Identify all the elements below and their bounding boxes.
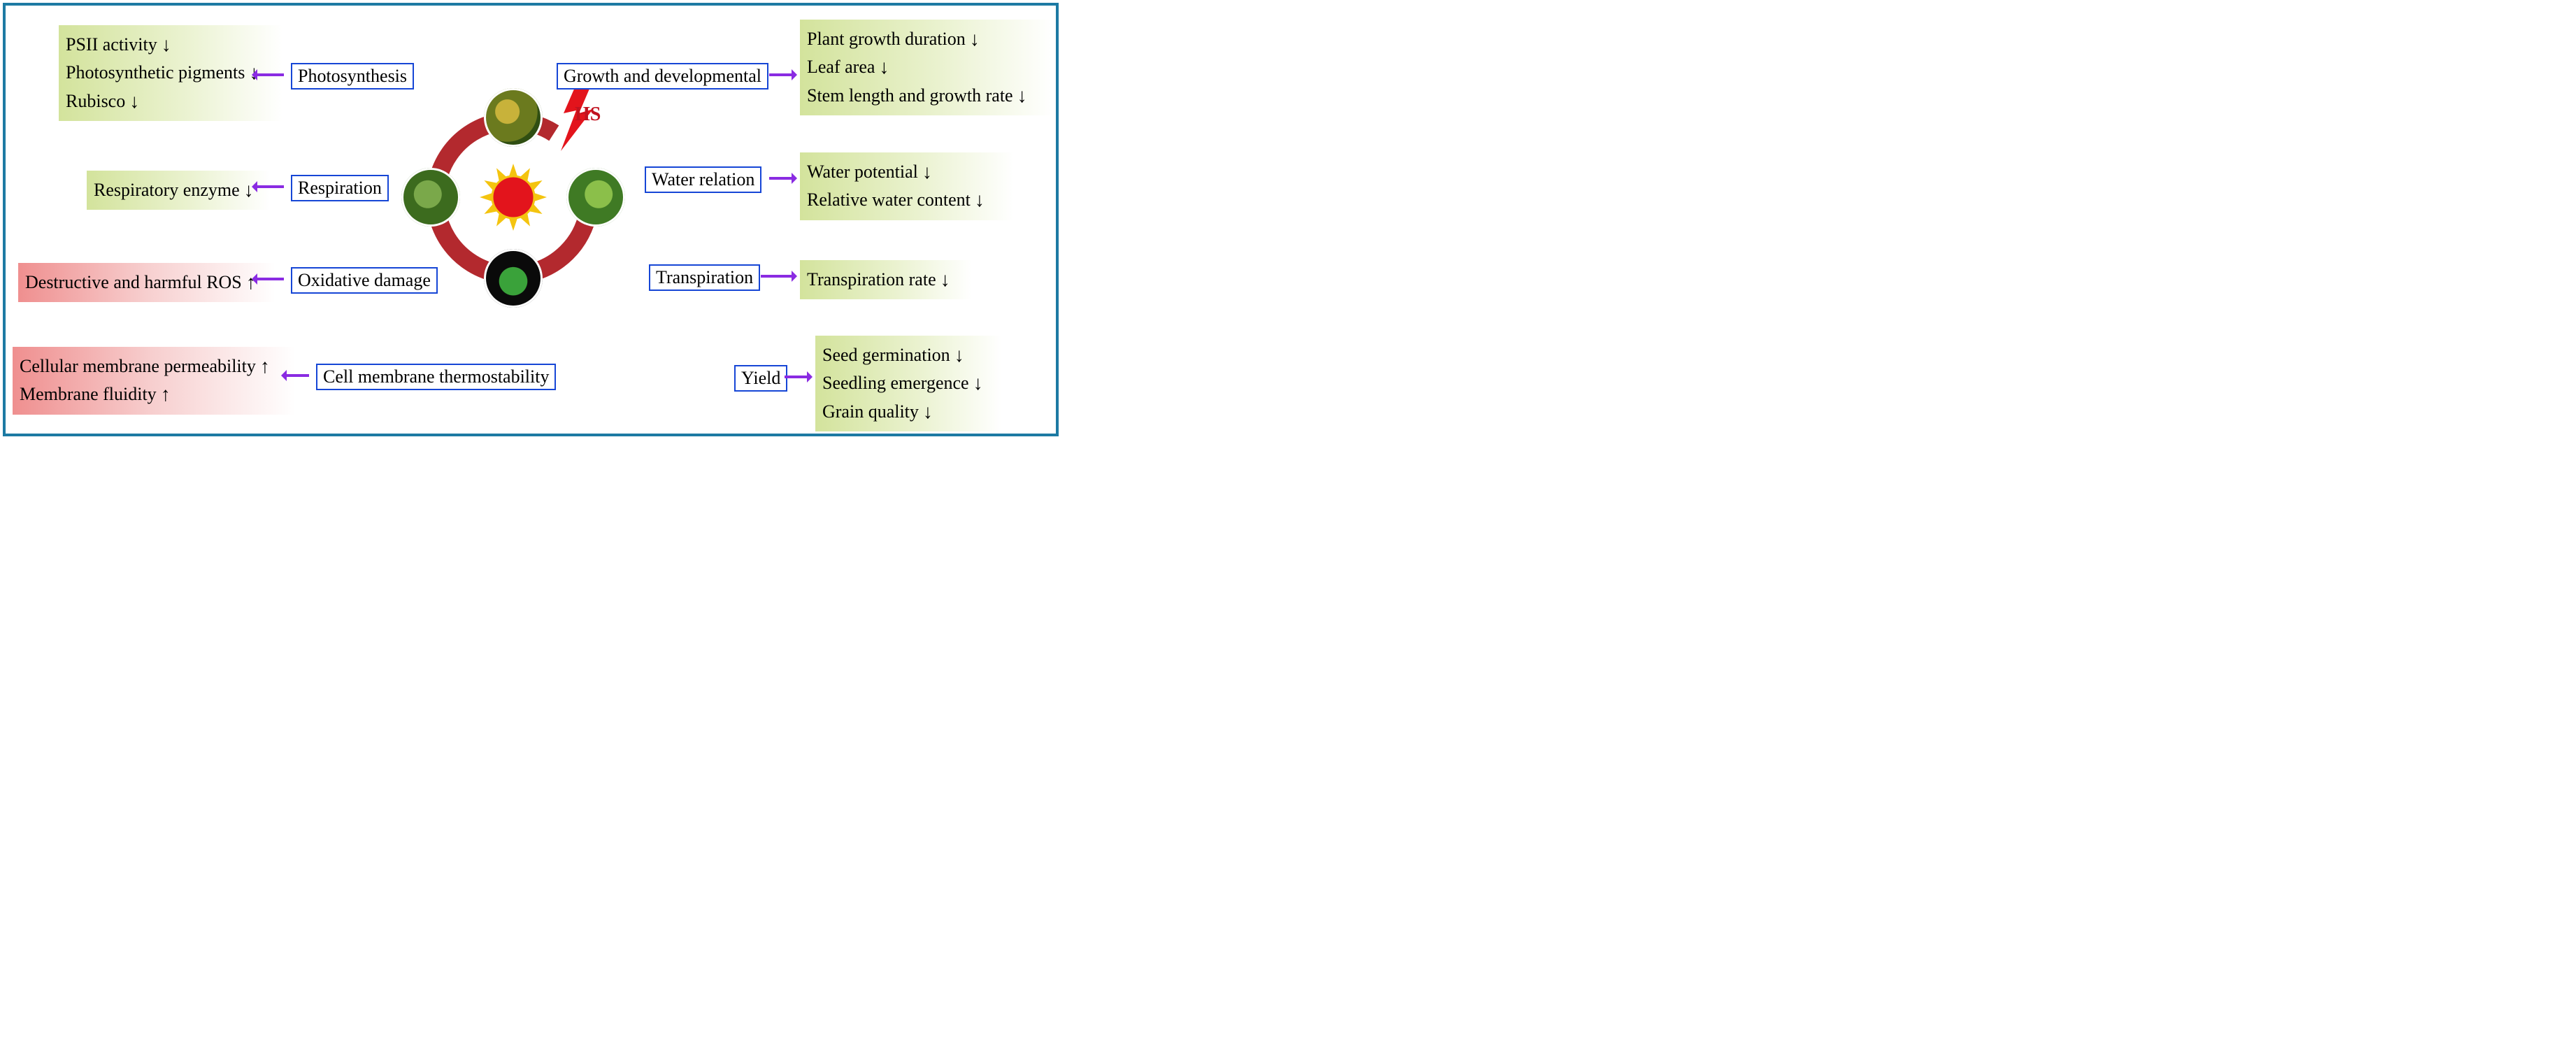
effect-text: Plant growth duration: [807, 25, 966, 53]
link-arrow-oxidative: [256, 278, 284, 280]
effect-panel-yield: Seed germination↓Seedling emergence↓Grai…: [815, 336, 1001, 431]
effect-panel-membrane: Cellular membrane permeability↑Membrane …: [13, 347, 295, 415]
effect-line: Transpiration rate↓: [807, 266, 964, 294]
effect-text: PSII activity: [66, 31, 157, 59]
effect-line: Grain quality↓: [822, 398, 993, 426]
effect-text: Membrane fluidity: [20, 380, 157, 408]
plant-node-left: [401, 168, 460, 227]
category-box-membrane: Cell membrane thermostability: [316, 364, 556, 390]
category-box-water: Water relation: [645, 166, 761, 193]
effect-text: Photosynthetic pigments: [66, 59, 245, 87]
link-arrow-transpiration: [761, 275, 793, 278]
effect-text: Seedling emergence: [822, 369, 969, 397]
arrow-down-icon: ↓: [954, 345, 964, 365]
effect-panel-water: Water potential↓Relative water content↓: [800, 152, 1014, 220]
link-arrow-water: [769, 177, 793, 180]
arrow-down-icon: ↓: [129, 92, 139, 111]
effect-text: Rubisco: [66, 87, 125, 115]
effect-line: Water potential↓: [807, 158, 1006, 186]
effect-line: Relative water content↓: [807, 186, 1006, 214]
category-box-oxidative: Oxidative damage: [291, 267, 438, 294]
effect-panel-respiration: Respiratory enzyme↓: [87, 171, 270, 210]
effect-text: Transpiration rate: [807, 266, 936, 294]
effect-panel-transpiration: Transpiration rate↓: [800, 260, 972, 299]
plant-node-top: [484, 88, 543, 147]
effect-line: Destructive and harmful ROS↑: [25, 269, 267, 296]
effect-text: Relative water content: [807, 186, 971, 214]
arrow-down-icon: ↓: [973, 373, 983, 393]
effect-text: Stem length and growth rate: [807, 82, 1013, 110]
arrow-down-icon: ↓: [162, 35, 171, 55]
effect-panel-oxidative: Destructive and harmful ROS↑: [18, 263, 276, 302]
category-box-respiration: Respiration: [291, 175, 389, 201]
category-box-yield: Yield: [734, 365, 787, 392]
effect-text: Destructive and harmful ROS: [25, 269, 242, 296]
hs-label: HS: [575, 103, 601, 126]
arrow-up-icon: ↑: [260, 357, 270, 376]
arrow-down-icon: ↓: [923, 402, 933, 422]
effect-line: Cellular membrane permeability↑: [20, 352, 287, 380]
sun-icon: [478, 162, 548, 232]
effect-text: Cellular membrane permeability: [20, 352, 256, 380]
effect-text: Water potential: [807, 158, 918, 186]
effect-line: Stem length and growth rate↓: [807, 82, 1045, 110]
effect-text: Grain quality: [822, 398, 919, 426]
arrow-down-icon: ↓: [975, 190, 985, 210]
effect-panel-growth: Plant growth duration↓Leaf area↓Stem len…: [800, 20, 1053, 115]
effect-line: Membrane fluidity↑: [20, 380, 287, 408]
effect-line: Photosynthetic pigments↓: [66, 59, 274, 87]
link-arrow-respiration: [256, 185, 284, 188]
category-box-growth: Growth and developmental: [557, 63, 768, 90]
effect-text: Seed germination: [822, 341, 950, 369]
effect-text: Respiratory enzyme: [94, 176, 240, 204]
arrow-down-icon: ↓: [970, 29, 980, 49]
link-arrow-membrane: [285, 374, 309, 377]
arrow-down-icon: ↓: [922, 162, 932, 182]
effect-line: Leaf area↓: [807, 53, 1045, 81]
effect-line: Seedling emergence↓: [822, 369, 993, 397]
link-arrow-photosynthesis: [256, 73, 284, 76]
arrow-down-icon: ↓: [940, 270, 950, 289]
plant-node-bottom: [484, 249, 543, 308]
link-arrow-yield: [785, 376, 808, 378]
arrow-up-icon: ↑: [161, 385, 171, 404]
arrow-down-icon: ↓: [879, 57, 889, 77]
effect-line: Rubisco↓: [66, 87, 274, 115]
effect-line: Seed germination↓: [822, 341, 993, 369]
effect-text: Leaf area: [807, 53, 875, 81]
effect-line: Plant growth duration↓: [807, 25, 1045, 53]
arrow-down-icon: ↓: [1017, 86, 1027, 106]
diagram-frame: HS PSII activity↓Photosynthetic pigments…: [3, 3, 1059, 436]
plant-node-right: [566, 168, 625, 227]
effect-line: PSII activity↓: [66, 31, 274, 59]
category-box-transpiration: Transpiration: [649, 264, 760, 291]
effect-line: Respiratory enzyme↓: [94, 176, 262, 204]
category-box-photosynthesis: Photosynthesis: [291, 63, 414, 90]
link-arrow-growth: [769, 73, 793, 76]
